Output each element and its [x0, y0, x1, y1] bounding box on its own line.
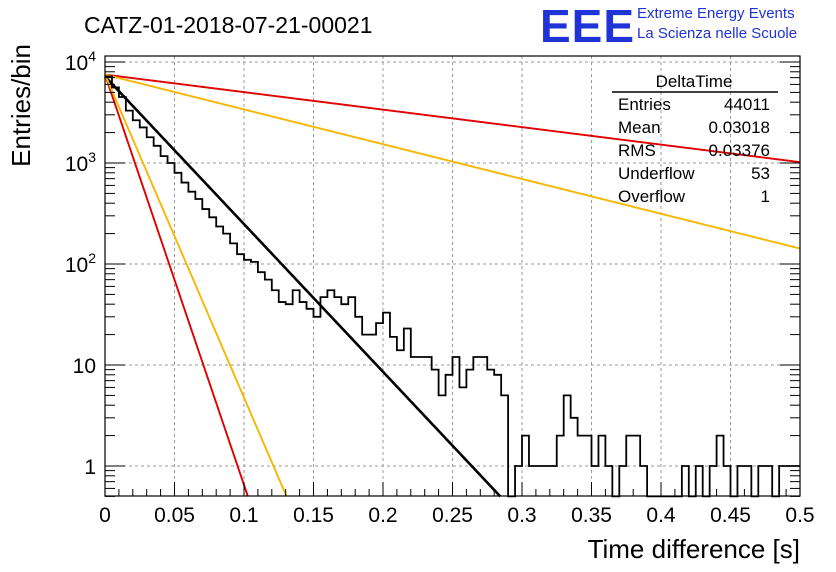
stats-value-mean: 0.03018: [709, 118, 770, 137]
fit-curve-2: [104, 73, 801, 164]
x-tick-label: 0.45: [710, 504, 751, 527]
stats-value-underflow: 53: [751, 164, 770, 183]
eee-logo: EEE Extreme Energy Events La Scienza nel…: [540, 0, 797, 52]
x-tick-label: 0.05: [154, 504, 195, 527]
fit-curve-4: [104, 73, 801, 250]
stats-label-underflow: Underflow: [618, 164, 695, 183]
eee-logo-mark: EEE: [540, 0, 635, 52]
y-tick-labels: 1 10 102 103 104: [65, 48, 96, 479]
eee-logo-line1: Extreme Energy Events: [637, 5, 795, 22]
y-tick-label: 10: [73, 355, 96, 378]
fit-curves: [104, 73, 801, 498]
x-tick-label: 0.2: [368, 504, 397, 527]
x-tick-labels: 0 0.05 0.1 0.15 0.2 0.25 0.3 0.35 0.4 0.45 0.5: [99, 504, 814, 527]
stats-label-rms: RMS: [618, 141, 656, 160]
stats-value-overflow: 1: [761, 187, 770, 206]
x-tick-label: 0.15: [293, 504, 334, 527]
x-tick-label: 0.25: [432, 504, 473, 527]
stats-value-rms: 0.03376: [709, 141, 770, 160]
y-tick-label: 102: [65, 250, 96, 277]
x-tick-label: 0.1: [229, 504, 258, 527]
y-tick-label: 1: [84, 456, 96, 479]
x-axis-label: Time difference [s]: [588, 534, 800, 564]
x-tick-label: 0.35: [571, 504, 612, 527]
y-tick-label: 104: [65, 48, 96, 75]
x-tick-label: 0.4: [646, 504, 676, 527]
eee-logo-line2: La Scienza nelle Scuole: [637, 25, 797, 42]
stats-label-overflow: Overflow: [618, 187, 686, 206]
fit-curve-3: [104, 74, 288, 497]
x-tick-label: 0: [99, 504, 111, 527]
y-tick-label: 103: [65, 149, 96, 176]
y-axis-label: Entries/bin: [6, 44, 36, 167]
fit-curve-1: [104, 74, 249, 497]
axis-ticks: [104, 61, 801, 497]
stats-label-mean: Mean: [618, 118, 661, 137]
grid-lines: [105, 56, 800, 496]
stats-box-title: DeltaTime: [656, 72, 733, 91]
x-tick-label: 0.5: [785, 504, 814, 527]
stats-box: DeltaTime Entries 44011 Mean 0.03018 RMS…: [612, 72, 778, 206]
stats-value-entries: 44011: [724, 95, 770, 114]
x-tick-label: 0.3: [507, 504, 536, 527]
chart-title: CATZ-01-2018-07-21-00021: [84, 12, 373, 38]
stats-label-entries: Entries: [618, 95, 671, 114]
fit-curve-0: [104, 75, 502, 498]
